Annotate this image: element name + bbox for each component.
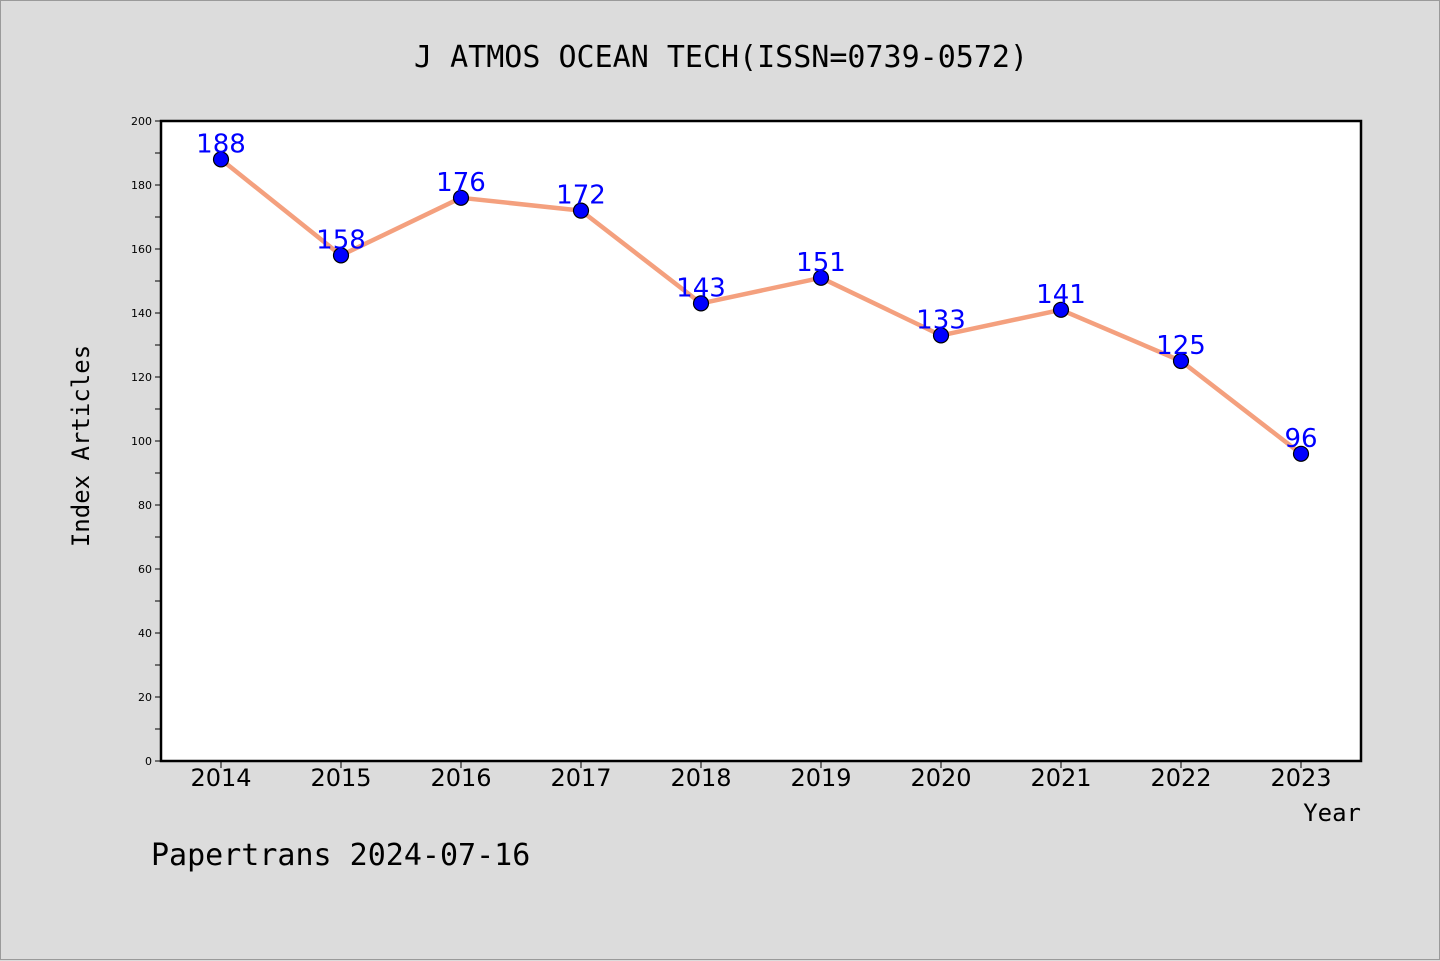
x-tick-label: 2019 — [790, 764, 851, 792]
data-label: 151 — [796, 248, 846, 278]
data-label: 172 — [556, 181, 606, 211]
y-tick-label: 60 — [138, 563, 152, 576]
data-point — [452, 189, 470, 206]
data-label: 141 — [1036, 280, 1086, 310]
x-tick-label: 2022 — [1150, 764, 1211, 792]
y-axis-label: Index Articles — [67, 345, 95, 547]
data-point — [692, 295, 710, 312]
y-tick-label: 20 — [138, 691, 152, 704]
data-point — [1052, 301, 1070, 318]
data-point — [572, 202, 590, 219]
y-axis: 0 20 40 60 80 100 120 140 160 180 200 — [131, 115, 161, 768]
x-tick-label: 2023 — [1270, 764, 1331, 792]
data-label: 188 — [196, 129, 246, 159]
data-label: 133 — [916, 305, 966, 335]
data-label: 176 — [436, 168, 486, 198]
data-label: 125 — [1156, 331, 1206, 361]
y-tick-label: 180 — [131, 179, 152, 192]
y-tick-label: 0 — [145, 755, 152, 768]
chart-title: J ATMOS OCEAN TECH(ISSN=0739-0572) — [414, 40, 1028, 75]
data-point — [1172, 352, 1190, 370]
x-tick-label: 2020 — [910, 764, 971, 792]
y-tick-label: 40 — [138, 627, 152, 640]
y-tick-label: 160 — [131, 243, 152, 256]
x-axis: 2014 2015 2016 2017 2018 2019 2020 2021 2022 2023 — [190, 761, 1332, 792]
series-line — [219, 157, 1303, 456]
data-point — [212, 151, 230, 168]
x-axis-label: Year — [1303, 799, 1361, 827]
y-tick-label: 80 — [138, 499, 152, 512]
x-tick-label: 2015 — [310, 764, 371, 792]
data-label: 158 — [316, 225, 366, 255]
data-point — [1292, 445, 1310, 462]
data-label: 96 — [1284, 424, 1317, 454]
x-tick-label: 2021 — [1030, 764, 1091, 792]
data-point — [812, 269, 830, 286]
y-tick-label: 120 — [131, 371, 152, 384]
y-tick-label: 140 — [131, 307, 152, 320]
y-tick-label: 200 — [131, 115, 152, 128]
plot-area — [159, 119, 1363, 763]
x-tick-label: 2018 — [670, 764, 731, 792]
data-label: 143 — [676, 273, 726, 303]
x-tick-label: 2017 — [550, 764, 611, 792]
footer-text: Papertrans 2024-07-16 — [151, 838, 530, 873]
x-tick-label: 2016 — [430, 764, 491, 792]
x-tick-label: 2014 — [190, 764, 251, 792]
data-point — [332, 247, 350, 264]
data-point — [932, 327, 950, 344]
series-group: 188 158 176 172 143 151 133 141 125 96 — [196, 129, 1318, 462]
y-tick-label: 100 — [131, 435, 152, 448]
